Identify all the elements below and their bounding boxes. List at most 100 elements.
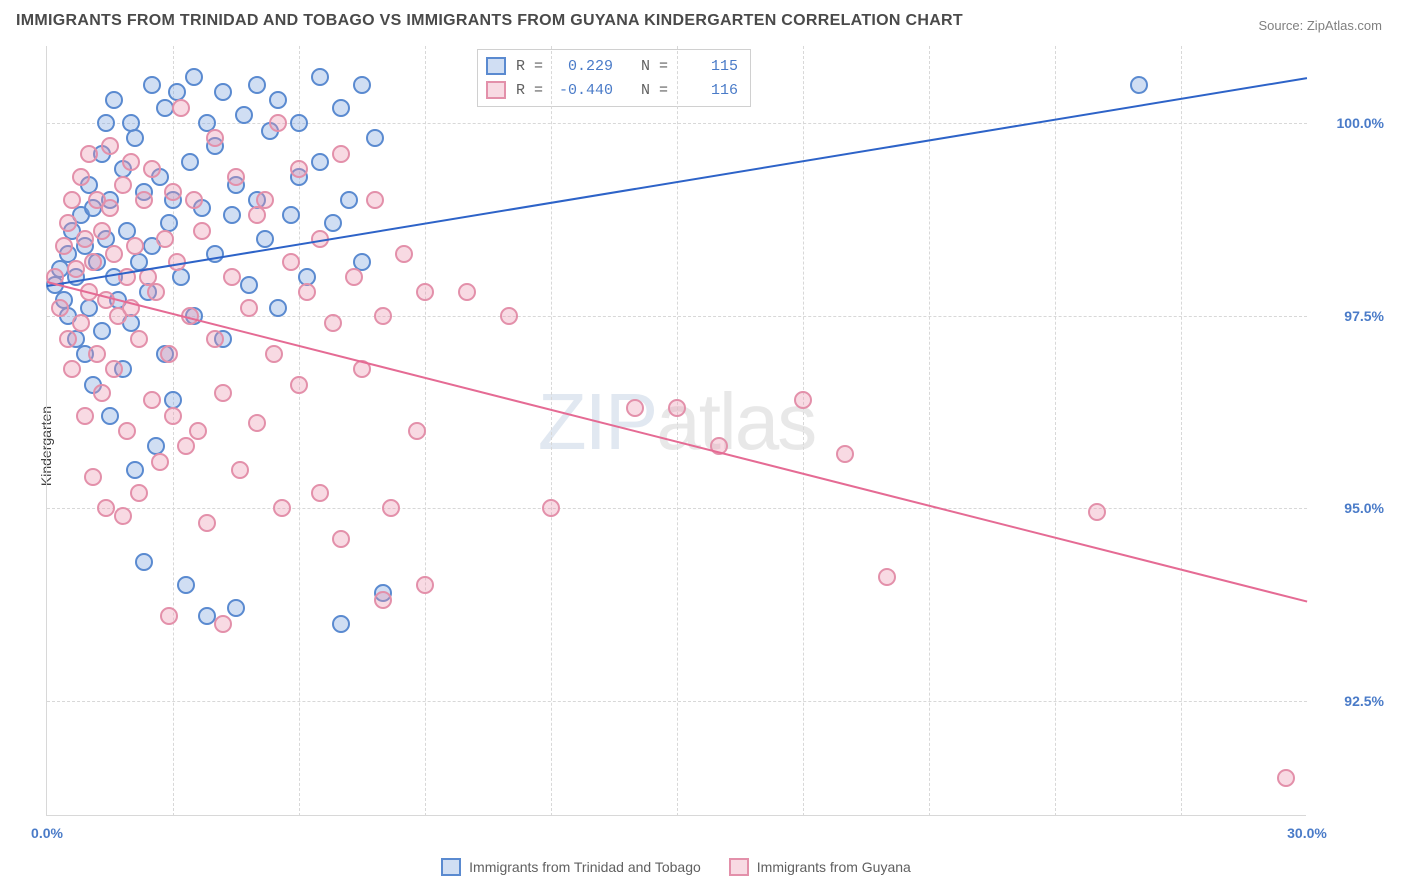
scatter-point-guyana [366,191,384,209]
scatter-point-guyana [76,407,94,425]
scatter-point-guyana [1277,769,1295,787]
scatter-point-guyana [55,237,73,255]
scatter-point-guyana [143,391,161,409]
scatter-point-trinidad [235,106,253,124]
scatter-point-trinidad [366,129,384,147]
scatter-point-guyana [214,615,232,633]
scatter-point-guyana [160,607,178,625]
scatter-point-guyana [395,245,413,263]
scatter-point-trinidad [248,76,266,94]
scatter-point-guyana [416,283,434,301]
source-attribution: Source: ZipAtlas.com [1258,18,1382,33]
scatter-point-guyana [227,168,245,186]
scatter-point-guyana [626,399,644,417]
scatter-point-guyana [164,183,182,201]
scatter-point-guyana [794,391,812,409]
scatter-point-guyana [177,437,195,455]
scatter-point-trinidad [332,99,350,117]
scatter-point-guyana [345,268,363,286]
scatter-point-guyana [206,129,224,147]
scatter-point-trinidad [143,76,161,94]
scatter-point-trinidad [340,191,358,209]
legend-swatch [441,858,461,876]
y-tick-label: 100.0% [1314,115,1384,131]
scatter-point-trinidad [185,68,203,86]
scatter-point-trinidad [101,407,119,425]
scatter-point-guyana [231,461,249,479]
scatter-point-guyana [105,360,123,378]
scatter-point-guyana [93,222,111,240]
scatter-point-guyana [59,330,77,348]
n-value: 115 [678,58,738,75]
scatter-point-guyana [878,568,896,586]
scatter-point-guyana [130,330,148,348]
scatter-point-guyana [156,230,174,248]
scatter-point-trinidad [156,99,174,117]
scatter-point-guyana [193,222,211,240]
scatter-point-guyana [500,307,518,325]
scatter-point-guyana [206,330,224,348]
scatter-point-trinidad [332,615,350,633]
scatter-point-guyana [332,530,350,548]
corr-legend-row-guyana: R =-0.440 N =116 [486,78,738,102]
series-legend-label: Immigrants from Guyana [757,859,911,875]
scatter-point-guyana [76,230,94,248]
scatter-point-guyana [84,468,102,486]
n-label: N = [623,58,668,75]
scatter-point-trinidad [311,68,329,86]
scatter-point-guyana [126,237,144,255]
scatter-point-trinidad [256,230,274,248]
scatter-point-trinidad [198,607,216,625]
scatter-point-trinidad [177,576,195,594]
scatter-point-guyana [59,214,77,232]
scatter-point-guyana [105,245,123,263]
scatter-point-guyana [88,345,106,363]
scatter-point-trinidad [269,299,287,317]
scatter-point-trinidad [93,322,111,340]
legend-swatch [486,57,506,75]
legend-swatch [729,858,749,876]
scatter-point-guyana [143,160,161,178]
scatter-point-guyana [223,268,241,286]
gridline-v [173,46,174,816]
scatter-point-guyana [836,445,854,463]
y-tick-label: 97.5% [1314,308,1384,324]
n-label: N = [623,82,668,99]
scatter-point-guyana [374,307,392,325]
scatter-point-guyana [273,499,291,517]
scatter-point-guyana [198,514,216,532]
scatter-point-guyana [151,453,169,471]
scatter-point-guyana [101,199,119,217]
r-value: -0.440 [553,82,613,99]
scatter-point-guyana [51,299,69,317]
gridline-v [551,46,552,816]
chart-title: IMMIGRANTS FROM TRINIDAD AND TOBAGO VS I… [16,12,963,30]
watermark-thin: atlas [656,376,815,465]
scatter-point-trinidad [227,599,245,617]
scatter-point-guyana [332,145,350,163]
series-legend-label: Immigrants from Trinidad and Tobago [469,859,701,875]
gridline-v [1055,46,1056,816]
scatter-point-guyana [114,176,132,194]
r-value: 0.229 [553,58,613,75]
scatter-point-guyana [282,253,300,271]
scatter-point-guyana [265,345,283,363]
chart-container: ZIPatlas R =0.229 N =115R =-0.440 N =116… [46,46,1386,846]
scatter-point-guyana [382,499,400,517]
scatter-point-guyana [374,591,392,609]
source-link[interactable]: ZipAtlas.com [1307,18,1382,33]
gridline-v [929,46,930,816]
scatter-point-guyana [458,283,476,301]
gridline-v [1181,46,1182,816]
scatter-point-trinidad [282,206,300,224]
scatter-point-guyana [185,191,203,209]
scatter-point-guyana [72,314,90,332]
scatter-point-trinidad [126,461,144,479]
scatter-point-guyana [114,507,132,525]
scatter-point-guyana [248,206,266,224]
correlation-legend: R =0.229 N =115R =-0.440 N =116 [477,49,751,107]
scatter-point-guyana [256,191,274,209]
scatter-point-guyana [311,484,329,502]
scatter-point-trinidad [172,268,190,286]
scatter-point-trinidad [97,114,115,132]
